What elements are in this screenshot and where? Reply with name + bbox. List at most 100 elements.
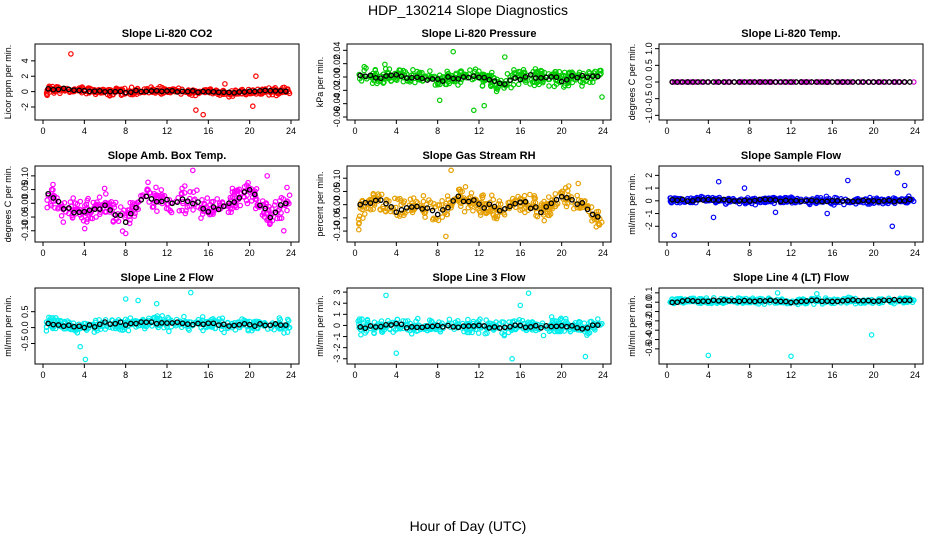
y-tick-label: 0.5 <box>644 59 654 72</box>
x-tick-label: 24 <box>910 248 920 258</box>
y-tick-label: 1 <box>332 312 342 317</box>
hourly-mean-point <box>486 325 493 331</box>
hourly-mean-point <box>272 321 279 327</box>
hourly-mean-point <box>512 75 519 81</box>
hourly-mean-point <box>231 199 238 205</box>
x-tick-label: 0 <box>352 248 357 258</box>
data-point <box>485 209 491 215</box>
hourly-mean-point <box>579 326 586 332</box>
outlier-point <box>77 343 84 350</box>
y-tick-label: -0.4 <box>644 332 654 348</box>
hourly-mean-point <box>746 298 753 304</box>
data-point <box>750 79 756 85</box>
data-point <box>520 66 527 73</box>
hourly-mean-point <box>357 72 364 79</box>
hourly-mean-point <box>60 206 67 212</box>
data-point <box>208 199 215 205</box>
hourly-mean-point <box>855 79 862 85</box>
data-point <box>122 319 129 326</box>
hourly-mean-point <box>710 79 717 85</box>
hourly-mean-point <box>50 86 57 93</box>
hourly-mean-point <box>60 85 67 92</box>
data-point <box>181 190 188 196</box>
data-point <box>510 82 517 88</box>
hourly-mean-point <box>548 323 555 330</box>
x-tick-label: 12 <box>162 126 172 136</box>
hourly-mean-point <box>148 196 155 202</box>
y-tick-label: 3 <box>332 290 342 295</box>
hourly-mean-point <box>91 324 98 330</box>
hourly-mean-point <box>829 197 836 204</box>
data-point <box>272 85 279 91</box>
y-axis-label: ml/min per min. <box>627 173 637 235</box>
data-point <box>92 317 99 324</box>
y-tick-label: -0.3 <box>644 322 654 338</box>
hourly-mean-point <box>569 322 575 329</box>
hourly-mean-point <box>434 322 441 329</box>
hourly-mean-point <box>669 299 676 306</box>
hourly-mean-point <box>772 197 779 203</box>
data-point <box>214 196 221 202</box>
data-point <box>488 69 495 76</box>
data-point <box>218 326 225 333</box>
x-tick-label: 16 <box>203 370 213 380</box>
outlier-point <box>525 290 532 297</box>
data-point <box>472 66 479 73</box>
hourly-mean-point <box>507 77 513 84</box>
data-point <box>782 194 788 201</box>
data-point <box>565 183 572 189</box>
data-point <box>378 191 385 198</box>
hourly-mean-point <box>112 212 119 218</box>
data-point <box>847 79 853 85</box>
hourly-mean-point <box>875 298 882 304</box>
hourly-mean-point <box>777 79 784 85</box>
hourly-mean-point <box>372 74 379 81</box>
data-point <box>394 212 400 219</box>
data-point <box>181 313 187 320</box>
hourly-mean-point <box>398 73 405 80</box>
hourly-mean-point <box>720 196 727 203</box>
hourly-mean-point <box>91 206 98 213</box>
data-point <box>581 320 588 327</box>
hourly-mean-point <box>896 79 903 85</box>
hourly-mean-point <box>522 74 529 80</box>
x-tick-label: 16 <box>827 370 837 380</box>
hourly-mean-point <box>674 79 681 85</box>
hourly-mean-point <box>860 79 867 85</box>
hourly-mean-point <box>746 79 753 85</box>
outlier-point <box>68 51 74 57</box>
data-point <box>284 329 291 335</box>
outlier-point <box>250 103 256 110</box>
data-point <box>367 206 374 213</box>
hourly-mean-point <box>184 198 191 205</box>
hourly-mean-point <box>241 89 248 95</box>
y-tick-label: -0.1 <box>644 304 654 320</box>
data-point <box>461 328 467 335</box>
hourly-mean-point <box>367 200 374 206</box>
y-tick-label: -2 <box>20 103 30 111</box>
data-point <box>359 316 365 322</box>
hourly-mean-point <box>429 207 436 214</box>
hourly-mean-point <box>594 322 601 328</box>
data-point <box>284 316 291 323</box>
hourly-mean-point <box>107 321 114 327</box>
hourly-mean-point <box>553 323 560 330</box>
hourly-mean-point <box>476 322 482 329</box>
x-tick-label: 8 <box>435 248 440 258</box>
outlier-point <box>190 167 196 174</box>
hourly-mean-point <box>594 213 601 220</box>
hourly-mean-point <box>501 81 508 87</box>
x-tick-label: 12 <box>474 370 484 380</box>
hourly-mean-point <box>563 323 570 330</box>
hourly-mean-point <box>767 297 774 304</box>
hourly-mean-point <box>569 196 575 203</box>
hourly-mean-point <box>751 298 758 305</box>
hourly-mean-point <box>282 322 289 328</box>
data-point <box>574 192 581 199</box>
hourly-mean-point <box>731 297 738 304</box>
data-point <box>547 211 554 217</box>
data-point <box>483 317 490 323</box>
hourly-mean-point <box>543 323 550 329</box>
hourly-mean-point <box>746 198 753 204</box>
